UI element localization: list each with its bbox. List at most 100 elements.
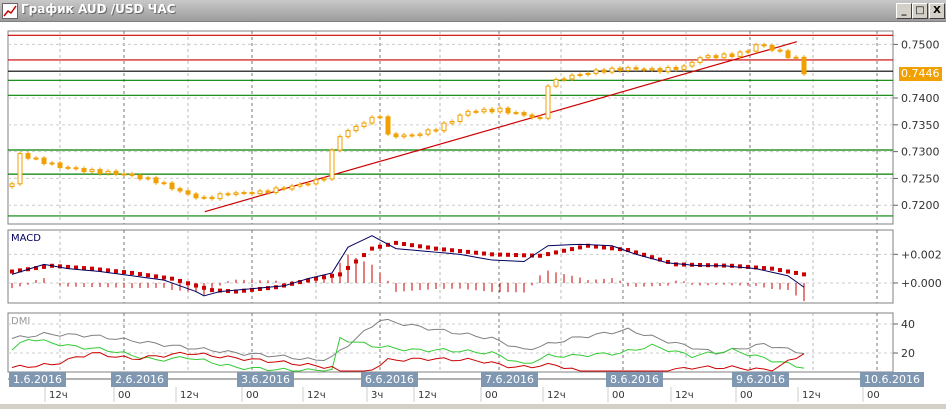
hour-label: 00 — [246, 390, 259, 401]
signal-dot — [178, 278, 182, 283]
candle-body — [505, 107, 511, 114]
candle-body — [185, 190, 191, 195]
candle-body — [113, 170, 119, 175]
signal-dot — [146, 273, 150, 278]
hour-label: 00 — [485, 390, 498, 401]
signal-dot — [218, 288, 222, 293]
minimize-button[interactable]: _ — [896, 3, 912, 19]
candle-body — [329, 149, 335, 180]
candle-body — [593, 69, 599, 74]
candle-body — [25, 153, 31, 159]
candle-body — [121, 173, 127, 176]
candle-body — [553, 79, 559, 87]
hour-label: 12ч — [49, 390, 68, 401]
signal-dot — [530, 253, 534, 258]
signal-dot — [730, 263, 734, 268]
candle-body — [273, 187, 279, 194]
signal-dot — [42, 264, 46, 269]
candle-body — [409, 134, 415, 137]
candle-body — [233, 192, 239, 195]
candle-body — [337, 136, 343, 151]
signal-dot — [106, 268, 110, 273]
signal-dot — [258, 286, 262, 291]
signal-dot — [538, 253, 542, 258]
candle-body — [785, 50, 791, 59]
signal-dot — [170, 276, 174, 281]
candle-body — [745, 50, 751, 53]
signal-dot — [570, 247, 574, 252]
price-tick-label: 0.7500 — [901, 38, 940, 51]
candle-body — [521, 112, 527, 116]
price-tick-label: 0.7200 — [901, 199, 940, 212]
candle-body — [321, 178, 327, 181]
main-panel-frame — [7, 30, 894, 225]
signal-dot — [202, 285, 206, 290]
candle-body — [81, 168, 87, 173]
candle-body — [297, 183, 303, 187]
candle-body — [33, 157, 39, 160]
signal-dot — [482, 251, 486, 256]
candle-body — [753, 44, 759, 52]
signal-dot — [474, 250, 478, 255]
candle-body — [585, 72, 591, 76]
current-price-tag: 0.7446 — [899, 67, 942, 81]
signal-dot — [186, 281, 190, 286]
signal-dot — [706, 263, 710, 268]
signal-dot — [370, 246, 374, 251]
signal-dot — [450, 248, 454, 253]
hour-label: 00 — [612, 390, 625, 401]
candle-body — [73, 167, 79, 170]
candle-body — [697, 57, 703, 63]
signal-dot — [466, 249, 470, 254]
candle-body — [57, 162, 63, 168]
candle-body — [801, 56, 807, 75]
candle-body — [201, 196, 207, 199]
candle-body — [465, 110, 471, 116]
candle-body — [633, 67, 639, 70]
candle-body — [145, 177, 151, 180]
hour-label: 12ч — [180, 390, 199, 401]
close-button[interactable]: X — [929, 3, 945, 19]
candle-body — [393, 133, 399, 138]
candle-body — [601, 69, 607, 73]
signal-dot — [650, 255, 654, 260]
signal-dot — [762, 266, 766, 271]
candle-body — [729, 53, 735, 58]
price-tick-label: 0.7300 — [901, 146, 940, 159]
price-tick-label: 0.7350 — [901, 119, 940, 132]
title-bar[interactable]: График AUD /USD ЧАС _ □ X — [0, 0, 946, 22]
signal-dot — [754, 265, 758, 270]
candle-body — [289, 185, 295, 190]
candle-body — [217, 193, 223, 200]
candle-body — [41, 157, 47, 165]
candle-body — [425, 129, 431, 135]
signal-dot — [122, 270, 126, 275]
signal-dot — [66, 264, 70, 269]
candle-body — [417, 133, 423, 136]
candle-body — [713, 55, 719, 59]
candle-body — [305, 183, 311, 186]
signal-dot — [10, 269, 14, 274]
signal-dot — [458, 249, 462, 254]
candle-body — [161, 182, 167, 185]
candle-body — [641, 68, 647, 71]
candle-body — [65, 166, 71, 169]
signal-dot — [658, 257, 662, 262]
signal-dot — [674, 262, 678, 267]
candle-body — [625, 67, 631, 72]
candle-body — [609, 67, 615, 73]
candle-body — [177, 188, 183, 192]
candle-body — [265, 190, 271, 194]
signal-dot — [114, 269, 118, 274]
maximize-button[interactable]: □ — [912, 3, 928, 19]
candle-body — [401, 134, 407, 138]
signal-dot — [314, 276, 318, 281]
macd-tick-label: +0.000 — [901, 277, 942, 290]
signal-dot — [74, 265, 78, 270]
signal-dot — [298, 280, 302, 285]
signal-dot — [346, 265, 350, 270]
signal-dot — [82, 266, 86, 271]
signal-dot — [338, 272, 342, 277]
signal-dot — [154, 274, 158, 279]
